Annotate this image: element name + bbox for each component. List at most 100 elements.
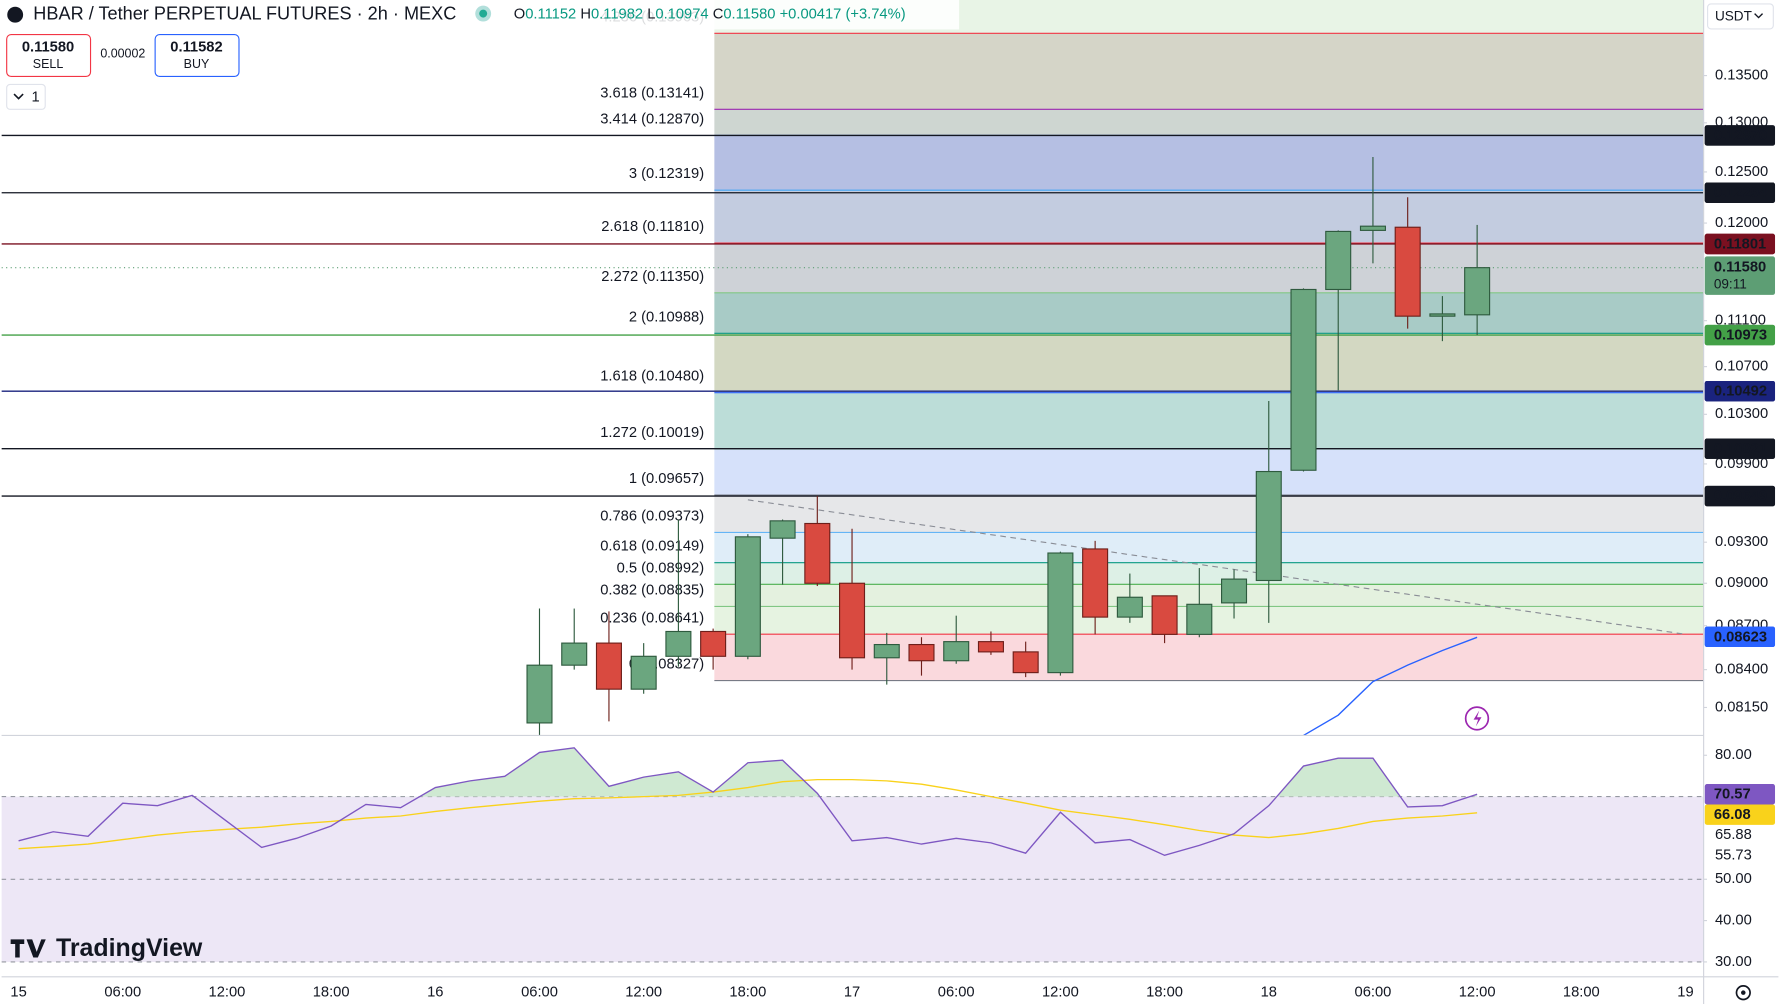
y-tick-label: 0.12500 (1715, 164, 1768, 180)
rsi-line (18, 778, 1478, 850)
chevron-icon (1754, 13, 1764, 19)
x-tick-label: 16 (427, 985, 443, 1001)
y-tick-label: 0.09900 (1715, 456, 1768, 472)
candle-body (1394, 226, 1421, 317)
last-price-badge (1704, 256, 1776, 295)
price-badge (1704, 626, 1776, 648)
x-tick-label: 17 (844, 985, 860, 1001)
price-pane: 4.236 (0.13963)3.618 (0.13141)3.414 (0.1… (1, 0, 1704, 736)
price-badge-label: 0.11801 (1714, 236, 1766, 252)
price-badge (1704, 182, 1776, 203)
ohlc-value: 0.10974 (655, 7, 708, 23)
ohlc-key: O (514, 7, 525, 23)
price-badge-label: 0.12294 (1714, 185, 1768, 201)
fib-label: 0.618 (0.09149) (600, 539, 704, 555)
candle-body (873, 643, 900, 659)
candle-body (595, 642, 622, 690)
interval-menu[interactable] (6, 83, 46, 110)
fib-zone (714, 135, 1704, 191)
fib-zone (714, 532, 1704, 563)
fib-zone (714, 562, 1704, 585)
fib-label: 1.618 (0.10480) (600, 369, 704, 385)
fib-label: 2.618 (0.11810) (601, 219, 704, 235)
x-tick-label: 06:00 (521, 985, 558, 1001)
fib-zone (714, 292, 1704, 334)
price-badge-label: 0.10492 (1714, 384, 1767, 400)
fib-zone (714, 495, 1704, 533)
sell-button[interactable] (6, 33, 92, 78)
x-tick-label: 18:00 (729, 985, 766, 1001)
y-tick-label: 50.00 (1715, 871, 1752, 887)
currency-button[interactable] (1707, 3, 1774, 30)
candle-body (1359, 225, 1386, 231)
price-badge-label: 0.12870 (1714, 128, 1767, 144)
settings-icon[interactable] (1735, 985, 1751, 1001)
lightning-icon (1473, 710, 1482, 727)
value-badge (1704, 804, 1776, 825)
candle-body (1325, 230, 1352, 291)
candle-body (1464, 267, 1491, 316)
rsi-plot (1, 747, 1704, 963)
fib-label: 3.414 (0.12870) (600, 111, 704, 127)
price-badge-label: 0.10973 (1714, 328, 1767, 344)
candle-body (561, 642, 588, 666)
sell-price: 0.11580 (22, 39, 74, 55)
fib-zone (714, 243, 1704, 293)
fib-zone (714, 392, 1704, 449)
candle-body (1290, 288, 1317, 471)
candle-body (977, 641, 1004, 653)
price-badge (1704, 485, 1776, 507)
y-tick-label: 0.09300 (1715, 534, 1768, 550)
y-tick-label: 0.10700 (1715, 359, 1768, 375)
candle-body (769, 520, 796, 539)
fib-label: 1 (0.09657) (629, 471, 704, 487)
price-badge-label: 0.08623 (1714, 629, 1767, 645)
axis-value: 55.73 (1715, 847, 1752, 863)
y-tick-label: 30.00 (1715, 954, 1752, 970)
candle-body (943, 641, 970, 662)
fib-zone (714, 109, 1704, 136)
x-tick-label: 12:00 (1459, 985, 1496, 1001)
candle-body (526, 664, 553, 724)
price-badge (1704, 381, 1776, 402)
y-tick-label: 0.08150 (1715, 699, 1768, 715)
interval-value: 1 (31, 89, 39, 105)
fib-label: 0.786 (0.09373) (600, 508, 704, 524)
symbol-title[interactable]: HBAR / Tether PERPETUAL FUTURES · 2h · M… (33, 4, 456, 24)
fib-zone (714, 448, 1704, 496)
price-badge (1704, 233, 1776, 255)
countdown: 09:11 (1714, 276, 1747, 291)
value-badge (1704, 784, 1776, 805)
y-tick-label: 0.10300 (1715, 406, 1768, 422)
price-badge (1704, 324, 1776, 346)
brand-logo (10, 939, 46, 958)
x-tick-label: 18:00 (1146, 985, 1183, 1001)
fib-label: 2 (0.10988) (629, 309, 704, 325)
axis-value: 65.88 (1715, 827, 1752, 843)
price-badge (1704, 125, 1776, 146)
event-icon[interactable] (1464, 706, 1490, 731)
buy-button[interactable] (154, 33, 240, 78)
x-tick-label: 18:00 (313, 985, 350, 1001)
fib-label: 3.618 (0.13141) (600, 85, 704, 101)
value-badge-label: 70.57 (1714, 787, 1751, 803)
candle-body (1221, 578, 1248, 604)
ohlc-key: L (647, 7, 655, 23)
candle-body (1082, 548, 1109, 618)
ohlc-value: 0.11152 (525, 7, 576, 23)
candle-body (1429, 313, 1456, 317)
x-tick-label: 06:00 (1355, 985, 1392, 1001)
x-tick-label: 12:00 (1042, 985, 1079, 1001)
candle-body (734, 536, 761, 657)
spread: 0.00002 (100, 47, 145, 61)
ohlc-key: C (713, 7, 724, 23)
ohlc-value: 0.11580 (723, 7, 775, 23)
symbol-logo (7, 6, 24, 23)
x-tick-label: 12:00 (209, 985, 246, 1001)
currency-label: USDT (1715, 9, 1752, 24)
y-tick-label: 80.00 (1715, 747, 1752, 763)
fib-label: 0.5 (0.08992) (617, 560, 705, 576)
price-badge (1704, 438, 1776, 459)
